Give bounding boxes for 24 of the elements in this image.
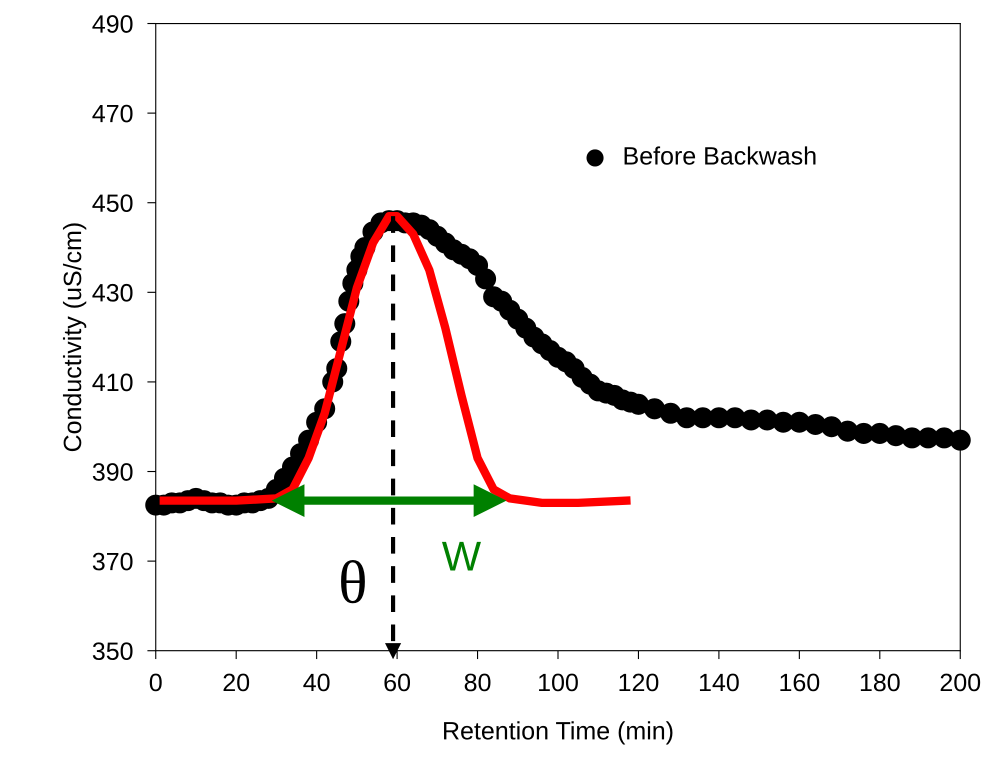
x-tick-label: 100 <box>539 674 578 692</box>
y-tick-label: 390 <box>92 463 133 481</box>
x-tick-label: 80 <box>464 674 490 692</box>
x-tick-label: 160 <box>780 674 820 692</box>
annotation: W <box>442 542 481 571</box>
x-tick-label: 180 <box>860 674 900 692</box>
x-tick-label: 120 <box>620 674 658 692</box>
x-tick-label: 140 <box>700 674 739 692</box>
x-tick-label: 200 <box>940 674 980 692</box>
y-tick-label: 450 <box>92 194 133 212</box>
y-tick-label: 350 <box>92 642 133 660</box>
y-tick-label: 470 <box>92 104 133 122</box>
x-tick-label: 20 <box>224 674 250 692</box>
y-axis-title: Conductivity (uS/cm) <box>62 223 86 452</box>
y-tick-label: 370 <box>92 552 133 570</box>
x-tick-label: 40 <box>303 674 330 692</box>
y-tick-label: 430 <box>92 284 133 302</box>
x-tick-label: 0 <box>150 674 162 692</box>
legend-label: Before Backwash <box>624 146 816 165</box>
x-tick-label: 60 <box>384 674 410 692</box>
y-tick-label: 410 <box>92 374 133 392</box>
annotation: θ <box>341 560 365 604</box>
x-axis-title: Retention Time (min) <box>444 721 672 745</box>
y-tick-label: 490 <box>92 15 133 33</box>
